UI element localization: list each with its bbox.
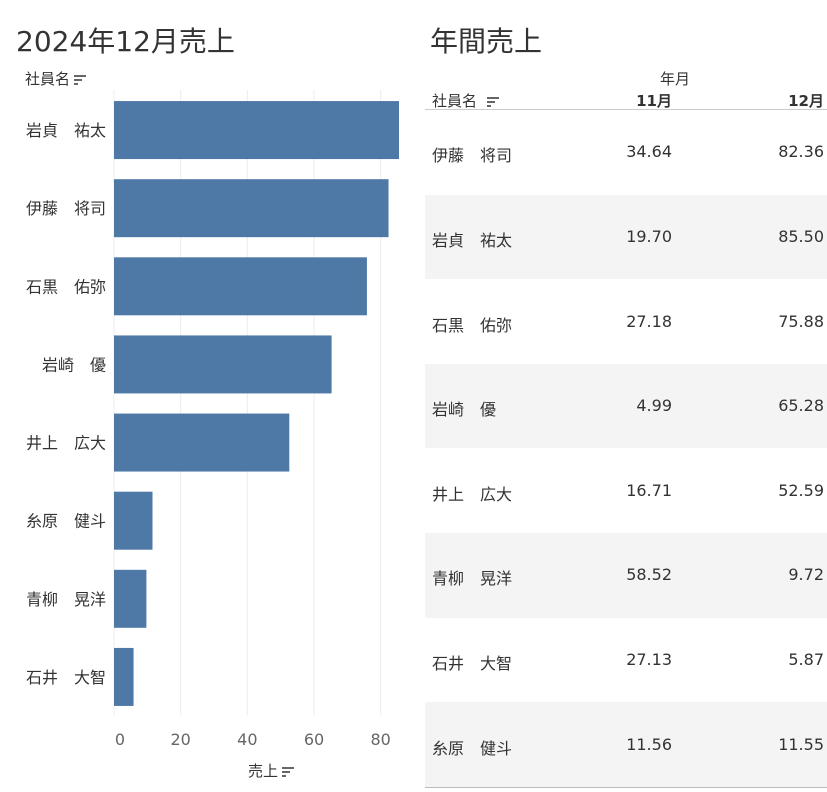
table-cell-nov[interactable]: 34.64 bbox=[626, 142, 672, 162]
x-tick-label: 0 bbox=[115, 730, 125, 749]
table-cell-dec[interactable]: 85.50 bbox=[778, 226, 824, 246]
category-label: 青柳 晃洋 bbox=[26, 590, 106, 609]
x-tick-label: 20 bbox=[170, 730, 190, 749]
table-row-name[interactable]: 岩貞 祐太 bbox=[432, 230, 513, 250]
bar[interactable] bbox=[114, 569, 147, 628]
table-cell-nov[interactable]: 4.99 bbox=[636, 396, 672, 416]
x-axis-label: 売上 bbox=[248, 762, 279, 780]
x-tick-label: 60 bbox=[304, 730, 324, 749]
table-cell-dec[interactable]: 65.28 bbox=[778, 396, 824, 416]
table-row-name[interactable]: 糸原 健斗 bbox=[432, 738, 513, 758]
table-title: 年間売上 bbox=[430, 25, 543, 58]
table-cell-dec[interactable]: 75.88 bbox=[778, 311, 824, 331]
table-cell-dec[interactable]: 11.55 bbox=[778, 734, 824, 754]
table-cell-nov[interactable]: 27.13 bbox=[626, 649, 672, 669]
table-row-name[interactable]: 石井 大智 bbox=[432, 653, 513, 673]
table-row-band bbox=[425, 533, 827, 618]
sort-icon[interactable] bbox=[74, 74, 87, 85]
bar[interactable] bbox=[114, 335, 332, 394]
table-cell-nov[interactable]: 27.18 bbox=[626, 311, 672, 331]
category-label: 糸原 健斗 bbox=[26, 512, 106, 531]
chart-title: 2024年12月売上 bbox=[16, 25, 235, 58]
header-divider bbox=[425, 109, 827, 110]
x-axis-title[interactable]: 売上 bbox=[248, 760, 295, 781]
column-group-header: 年月 bbox=[660, 70, 691, 88]
table-cell-nov[interactable]: 19.70 bbox=[626, 226, 672, 246]
table-row-band bbox=[425, 702, 827, 787]
bar[interactable] bbox=[114, 647, 134, 706]
x-tick-label: 80 bbox=[370, 730, 390, 749]
sort-icon[interactable] bbox=[282, 766, 295, 777]
table-bottom-divider bbox=[425, 787, 827, 788]
row-field-label: 社員名 bbox=[25, 70, 71, 88]
category-label: 石黒 佑弥 bbox=[26, 277, 106, 296]
bar[interactable] bbox=[114, 257, 367, 316]
table-cell-dec[interactable]: 82.36 bbox=[778, 142, 824, 162]
sort-icon[interactable] bbox=[487, 96, 500, 107]
bar[interactable] bbox=[114, 491, 153, 550]
table-row-name[interactable]: 岩崎 優 bbox=[432, 400, 497, 420]
bar[interactable] bbox=[114, 101, 399, 160]
category-label: 岩崎 優 bbox=[42, 355, 106, 374]
table-row-name[interactable]: 伊藤 将司 bbox=[432, 146, 513, 166]
table-row-name[interactable]: 石黒 佑弥 bbox=[432, 315, 513, 335]
table-row-header[interactable]: 社員名 bbox=[432, 90, 500, 111]
table-cell-dec[interactable]: 5.87 bbox=[788, 649, 824, 669]
column-header-nov[interactable]: 11月 bbox=[636, 92, 672, 110]
table-cell-dec[interactable]: 9.72 bbox=[788, 565, 824, 585]
table-row-band bbox=[425, 194, 827, 280]
bar[interactable] bbox=[114, 179, 389, 238]
table-cell-nov[interactable]: 11.56 bbox=[626, 734, 672, 754]
table-row-name[interactable]: 青柳 晃洋 bbox=[432, 569, 513, 589]
table-cell-nov[interactable]: 58.52 bbox=[626, 565, 672, 585]
table-row-name[interactable]: 井上 広大 bbox=[432, 484, 513, 504]
table-row-band bbox=[425, 363, 827, 449]
category-label: 井上 広大 bbox=[26, 434, 106, 453]
category-label: 伊藤 将司 bbox=[26, 199, 106, 218]
table-cell-nov[interactable]: 16.71 bbox=[626, 480, 672, 500]
table-cell-dec[interactable]: 52.59 bbox=[778, 480, 824, 500]
category-label: 岩貞 祐太 bbox=[26, 121, 106, 140]
bar[interactable] bbox=[114, 413, 290, 472]
category-label: 石井 大智 bbox=[26, 668, 106, 687]
x-tick-label: 40 bbox=[237, 730, 257, 749]
row-field-header[interactable]: 社員名 bbox=[25, 68, 87, 89]
table-row-label: 社員名 bbox=[432, 92, 478, 110]
column-header-dec[interactable]: 12月 bbox=[788, 92, 824, 110]
